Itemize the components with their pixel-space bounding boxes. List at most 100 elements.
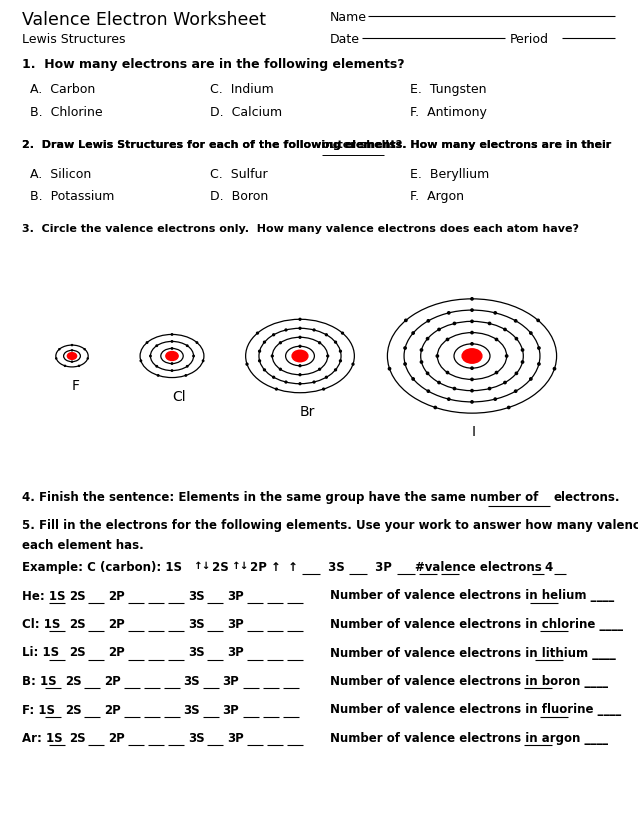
Text: 1.  How many electrons are in the following elements?: 1. How many electrons are in the followi… bbox=[22, 58, 404, 71]
Text: Number of valence electrons in chlorine ____: Number of valence electrons in chlorine … bbox=[330, 618, 623, 631]
Text: 2P: 2P bbox=[108, 618, 125, 631]
Text: 2P: 2P bbox=[104, 675, 121, 688]
Text: F.  Argon: F. Argon bbox=[410, 190, 464, 203]
Text: 3S: 3S bbox=[188, 618, 205, 631]
Text: #valence electrons: #valence electrons bbox=[415, 561, 542, 574]
Circle shape bbox=[171, 370, 173, 372]
Text: C.  Indium: C. Indium bbox=[210, 83, 274, 96]
Text: 3S: 3S bbox=[324, 561, 345, 574]
Text: Number of valence electrons in boron ____: Number of valence electrons in boron ___… bbox=[330, 675, 608, 688]
Text: Number of valence electrons in argon ____: Number of valence electrons in argon ___… bbox=[330, 732, 608, 745]
Circle shape bbox=[285, 381, 287, 383]
Circle shape bbox=[339, 350, 341, 352]
Circle shape bbox=[299, 374, 301, 376]
Circle shape bbox=[412, 377, 414, 380]
Circle shape bbox=[299, 336, 301, 338]
Text: 3S: 3S bbox=[188, 647, 205, 659]
Ellipse shape bbox=[462, 349, 482, 363]
Text: 2S: 2S bbox=[69, 590, 86, 602]
Circle shape bbox=[404, 363, 406, 365]
Circle shape bbox=[471, 390, 473, 392]
Text: 2S: 2S bbox=[69, 732, 86, 745]
Circle shape bbox=[140, 360, 142, 362]
Circle shape bbox=[438, 328, 440, 330]
Text: I: I bbox=[472, 425, 476, 439]
Circle shape bbox=[334, 341, 336, 343]
Circle shape bbox=[494, 398, 496, 401]
Text: ↑↓: ↑↓ bbox=[194, 561, 212, 571]
Circle shape bbox=[514, 390, 517, 392]
Circle shape bbox=[508, 406, 510, 409]
Circle shape bbox=[426, 373, 429, 374]
Circle shape bbox=[318, 342, 320, 344]
Text: 2P: 2P bbox=[108, 647, 125, 659]
Circle shape bbox=[471, 309, 473, 311]
Circle shape bbox=[156, 366, 158, 367]
Text: C.  Sulfur: C. Sulfur bbox=[210, 168, 267, 181]
Text: outer shells?: outer shells? bbox=[322, 140, 402, 150]
Circle shape bbox=[299, 327, 301, 330]
Text: A.  Silicon: A. Silicon bbox=[30, 168, 91, 181]
Circle shape bbox=[271, 355, 273, 357]
Text: each element has.: each element has. bbox=[22, 539, 144, 552]
Circle shape bbox=[537, 319, 539, 321]
Circle shape bbox=[313, 329, 315, 331]
Circle shape bbox=[436, 355, 438, 357]
Circle shape bbox=[313, 381, 315, 383]
Circle shape bbox=[87, 358, 88, 359]
Circle shape bbox=[272, 377, 274, 378]
Text: 3P: 3P bbox=[227, 618, 244, 631]
Circle shape bbox=[339, 360, 341, 362]
Text: 2.  Draw Lewis Structures for each of the following elements. How many electrons: 2. Draw Lewis Structures for each of the… bbox=[22, 140, 615, 150]
Text: Li: 1S: Li: 1S bbox=[22, 647, 59, 659]
Circle shape bbox=[263, 341, 265, 343]
Circle shape bbox=[538, 363, 540, 365]
Circle shape bbox=[404, 319, 407, 321]
Circle shape bbox=[279, 342, 281, 344]
Circle shape bbox=[471, 331, 473, 334]
Circle shape bbox=[530, 377, 532, 380]
Text: ↑: ↑ bbox=[284, 561, 298, 574]
Circle shape bbox=[504, 382, 506, 384]
Circle shape bbox=[299, 318, 301, 320]
Circle shape bbox=[186, 366, 188, 367]
Text: Period: Period bbox=[510, 33, 549, 46]
Text: E.  Tungsten: E. Tungsten bbox=[410, 83, 487, 96]
Circle shape bbox=[516, 338, 517, 339]
Circle shape bbox=[427, 390, 429, 392]
Text: Lewis Structures: Lewis Structures bbox=[22, 33, 126, 46]
Circle shape bbox=[64, 365, 66, 367]
Text: ↑: ↑ bbox=[271, 561, 281, 574]
Circle shape bbox=[516, 373, 517, 374]
Circle shape bbox=[171, 363, 173, 364]
Text: B: 1S: B: 1S bbox=[22, 675, 57, 688]
Circle shape bbox=[521, 349, 524, 351]
Text: B.  Chlorine: B. Chlorine bbox=[30, 106, 103, 119]
Circle shape bbox=[514, 320, 517, 322]
Circle shape bbox=[156, 345, 158, 346]
Circle shape bbox=[171, 340, 173, 342]
Circle shape bbox=[193, 355, 195, 357]
Circle shape bbox=[471, 367, 473, 369]
Circle shape bbox=[434, 406, 436, 409]
Circle shape bbox=[323, 388, 325, 390]
Text: F.  Antimony: F. Antimony bbox=[410, 106, 487, 119]
Text: 3S: 3S bbox=[188, 590, 205, 602]
Circle shape bbox=[334, 369, 336, 371]
Circle shape bbox=[453, 322, 456, 325]
Text: 2P: 2P bbox=[108, 590, 125, 602]
Circle shape bbox=[185, 375, 186, 376]
Text: D.  Calcium: D. Calcium bbox=[210, 106, 282, 119]
Ellipse shape bbox=[166, 352, 178, 360]
Text: D.  Boron: D. Boron bbox=[210, 190, 268, 203]
Circle shape bbox=[471, 320, 473, 322]
Text: B.  Potassium: B. Potassium bbox=[30, 190, 114, 203]
Text: 3S: 3S bbox=[188, 732, 205, 745]
Circle shape bbox=[471, 401, 473, 403]
Text: 2S: 2S bbox=[208, 561, 229, 574]
Circle shape bbox=[71, 349, 73, 351]
Text: 3.  Circle the valence electrons only.  How many valence electrons does each ato: 3. Circle the valence electrons only. Ho… bbox=[22, 224, 579, 234]
Circle shape bbox=[438, 382, 440, 384]
Text: 2S: 2S bbox=[69, 647, 86, 659]
Circle shape bbox=[471, 343, 473, 345]
